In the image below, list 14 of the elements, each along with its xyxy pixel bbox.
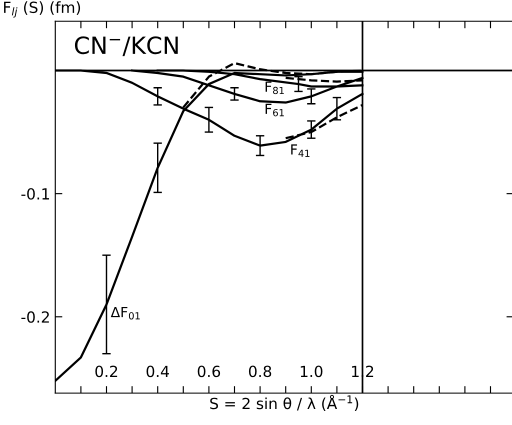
x-tick-label: 0.6 <box>198 366 220 378</box>
x-tick-label: 0.8 <box>248 366 272 378</box>
annotation: F$_{41}$ <box>291 144 310 157</box>
x-tick-label: 0.4 <box>146 366 169 378</box>
x-tick-label: 0.2 <box>95 366 118 378</box>
annotation: F$_{61}$ <box>266 104 284 116</box>
x-tick-label: 1.0 <box>300 366 322 378</box>
y-tick-label: -0.1 <box>21 188 50 200</box>
x-axis-title: S = 2 sin θ / λ (Å$^{−1}$) <box>210 394 358 412</box>
annotation: CN$^{−}$/KCN <box>74 36 178 56</box>
annotation: F$_{81}$ <box>266 82 284 94</box>
y-tick-label: -0.2 <box>21 311 49 323</box>
y-axis-title: F$_{lj}$ (S) (fm) <box>4 1 80 18</box>
annotation: ΔF$_{01}$ <box>110 306 140 320</box>
